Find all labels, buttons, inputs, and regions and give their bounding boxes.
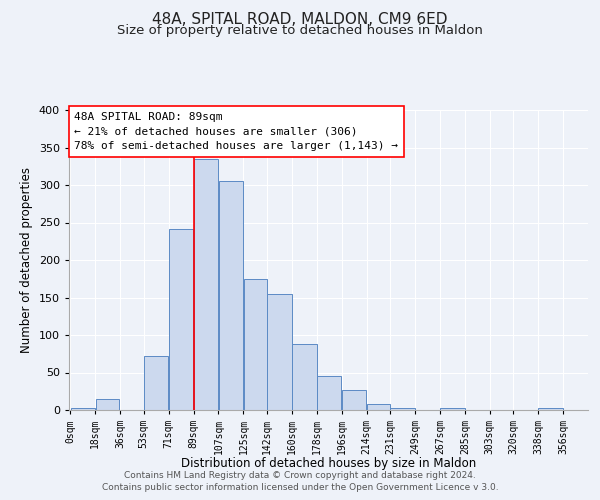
- Text: Size of property relative to detached houses in Maldon: Size of property relative to detached ho…: [117, 24, 483, 37]
- Bar: [317, 376, 341, 410]
- Bar: [538, 408, 563, 410]
- Bar: [95, 399, 119, 410]
- X-axis label: Distribution of detached houses by size in Maldon: Distribution of detached houses by size …: [181, 457, 476, 470]
- Bar: [169, 228, 193, 410]
- Text: Contains HM Land Registry data © Crown copyright and database right 2024.
Contai: Contains HM Land Registry data © Crown c…: [101, 471, 499, 492]
- Bar: [367, 404, 390, 410]
- Bar: [267, 294, 292, 410]
- Bar: [440, 408, 464, 410]
- Text: 48A, SPITAL ROAD, MALDON, CM9 6ED: 48A, SPITAL ROAD, MALDON, CM9 6ED: [152, 12, 448, 28]
- Bar: [218, 181, 243, 410]
- Text: 48A SPITAL ROAD: 89sqm
← 21% of detached houses are smaller (306)
78% of semi-de: 48A SPITAL ROAD: 89sqm ← 21% of detached…: [74, 112, 398, 151]
- Bar: [144, 356, 169, 410]
- Y-axis label: Number of detached properties: Number of detached properties: [20, 167, 33, 353]
- Bar: [194, 159, 218, 410]
- Bar: [244, 279, 267, 410]
- Bar: [390, 408, 415, 410]
- Bar: [342, 390, 367, 410]
- Bar: [292, 344, 317, 410]
- Bar: [71, 408, 95, 410]
